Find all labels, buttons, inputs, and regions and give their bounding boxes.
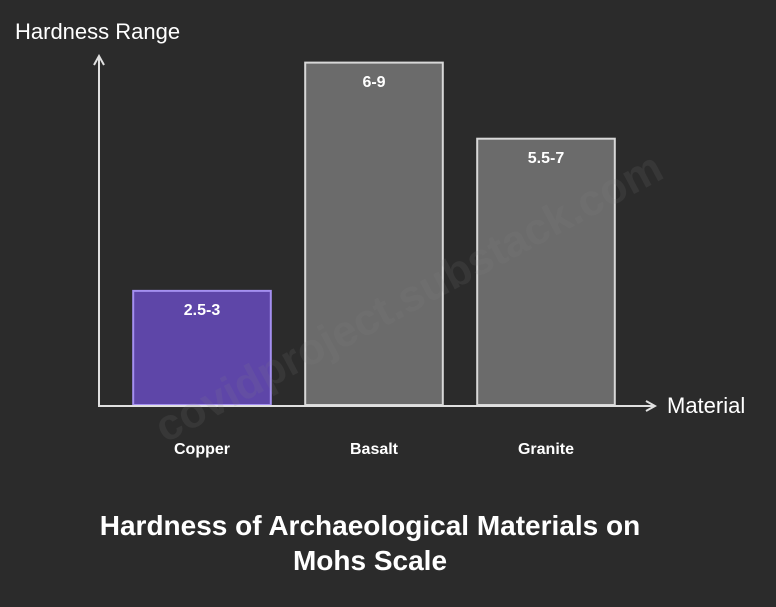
chart-title: Hardness of Archaeological Materials on … [99,510,641,576]
value-label: 5.5-7 [528,150,565,167]
bar [304,61,444,406]
x-tick-label: Copper [174,441,230,458]
value-label: 2.5-3 [184,302,221,319]
x-tick-label: Granite [518,441,574,458]
bar [476,137,616,406]
y-axis-label: Hardness Range [15,19,180,44]
x-axis-label: Material [667,393,745,418]
x-tick-label: Basalt [350,441,399,458]
value-label: 6-9 [362,74,385,91]
